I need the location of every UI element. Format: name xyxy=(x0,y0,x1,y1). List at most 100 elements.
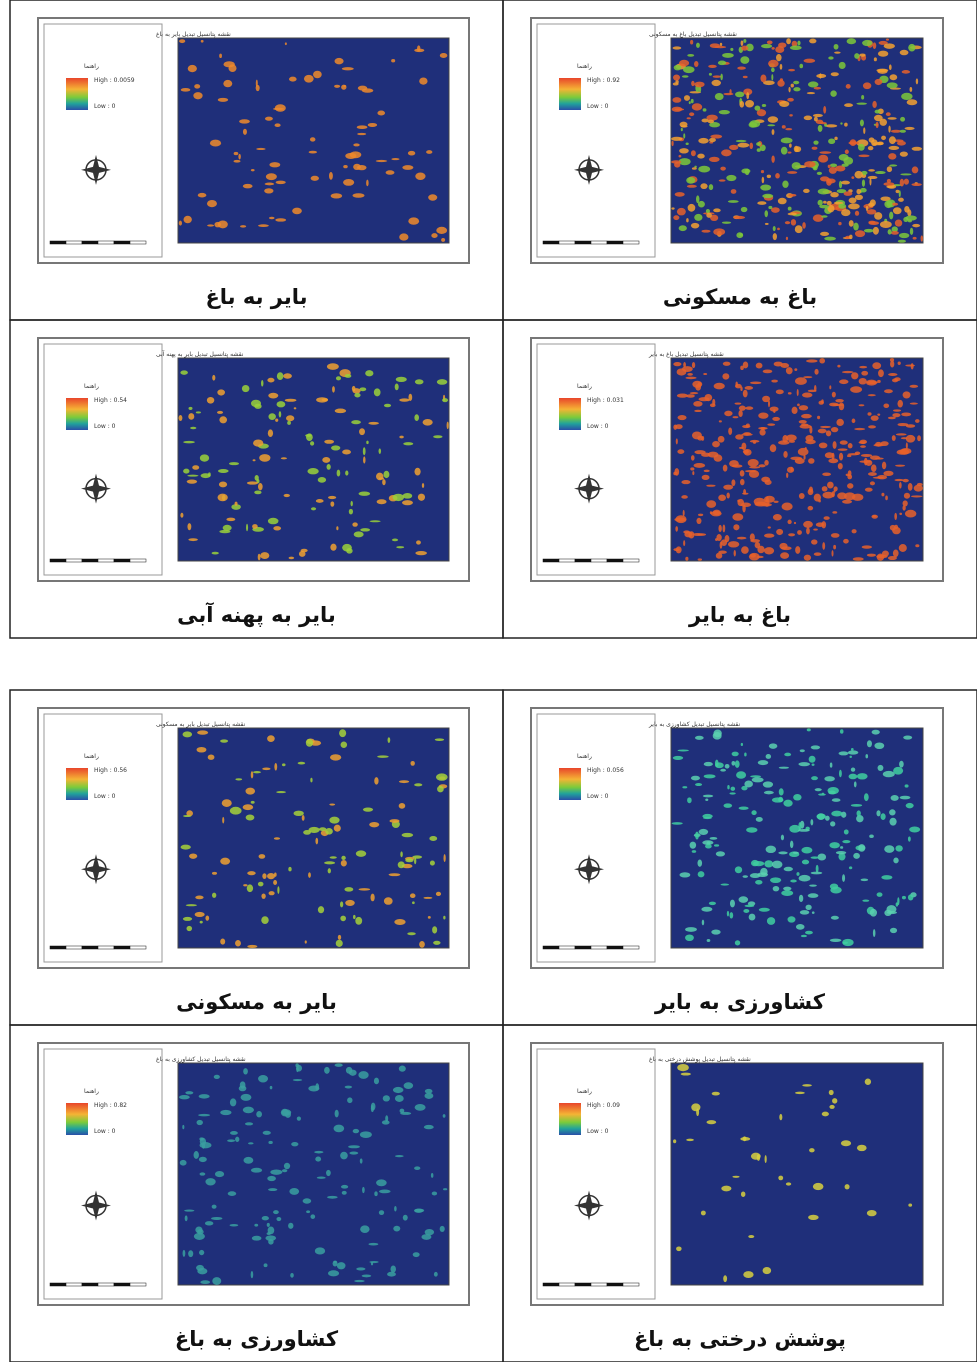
map-patch xyxy=(686,218,689,222)
map-patch xyxy=(741,40,744,46)
map-patch xyxy=(802,860,809,865)
map-patch xyxy=(719,420,722,422)
map-patch xyxy=(899,761,904,768)
legend-title: راهنما xyxy=(84,1088,99,1095)
panel-caption: بایر به باغ xyxy=(205,285,307,309)
map-patch xyxy=(189,853,197,858)
map-patch xyxy=(782,180,788,187)
map-patch xyxy=(856,815,863,822)
map-patch xyxy=(329,817,339,824)
map-patch xyxy=(273,880,277,885)
map-patch xyxy=(787,171,797,174)
map-patch xyxy=(854,171,862,179)
map-patch xyxy=(709,73,712,76)
map-raster xyxy=(178,358,449,561)
map-patch xyxy=(708,120,714,124)
map-patch xyxy=(188,65,197,72)
map-patch xyxy=(735,940,740,945)
map-patch xyxy=(849,756,852,758)
map-patch xyxy=(330,501,334,506)
map-patch xyxy=(251,1168,262,1173)
map-patch xyxy=(399,233,408,240)
map-patch xyxy=(792,407,798,414)
map-patch xyxy=(672,822,683,825)
map-patch xyxy=(887,82,898,88)
map-patch xyxy=(265,183,275,186)
map-patch xyxy=(394,919,405,925)
legend-ramp xyxy=(66,78,88,110)
map-patch xyxy=(798,829,810,832)
map-patch xyxy=(436,227,447,234)
map-patch xyxy=(736,232,743,238)
map-patch xyxy=(413,1252,420,1257)
map-patch xyxy=(310,778,312,783)
map-patch xyxy=(788,151,792,153)
map-patch xyxy=(872,142,883,145)
map-patch xyxy=(772,417,780,421)
map-patch xyxy=(399,803,406,809)
map-patch xyxy=(275,418,278,421)
map-patch xyxy=(415,551,427,555)
map-patch xyxy=(732,416,738,418)
map-patch xyxy=(273,1210,279,1214)
map-patch xyxy=(359,428,365,435)
map-patch xyxy=(709,157,720,162)
map-patch xyxy=(306,739,313,747)
map-patch xyxy=(878,51,888,57)
scale-bar xyxy=(543,1283,559,1286)
map-patch xyxy=(889,146,900,150)
map-patch xyxy=(749,553,760,561)
map-patch xyxy=(402,165,413,170)
map-patch xyxy=(694,61,698,67)
map-patch xyxy=(895,465,905,467)
map-patch xyxy=(705,798,708,801)
map-patch xyxy=(856,103,867,105)
map-patch xyxy=(788,213,797,216)
map-patch xyxy=(772,797,784,802)
map-patch xyxy=(883,403,889,407)
map-patch xyxy=(359,888,371,891)
map-patch xyxy=(673,74,680,80)
map-patch xyxy=(791,84,794,88)
map-patch xyxy=(366,180,369,187)
map-patch xyxy=(851,748,854,751)
scale-bar xyxy=(114,241,130,244)
map-patch xyxy=(881,136,886,140)
map-patch xyxy=(844,191,853,196)
map-patch xyxy=(353,915,356,919)
map-patch xyxy=(887,166,892,172)
map-patch xyxy=(246,814,255,820)
map-patch xyxy=(726,493,729,499)
map-patch xyxy=(799,895,803,902)
map-patch xyxy=(762,194,773,198)
map-patch xyxy=(800,910,809,915)
map-patch xyxy=(704,762,713,766)
map-patch xyxy=(761,44,772,48)
scale-bar xyxy=(543,946,559,949)
map-patch xyxy=(255,475,259,481)
scale-bar xyxy=(607,559,623,562)
map-patch xyxy=(326,1170,331,1176)
map-patch xyxy=(881,813,886,820)
map-patch xyxy=(366,441,368,445)
map-patch xyxy=(414,1209,424,1213)
map-patch xyxy=(212,1277,221,1285)
map-patch xyxy=(872,101,876,108)
map-patch xyxy=(904,206,909,213)
map-patch xyxy=(812,147,818,150)
map-patch xyxy=(779,101,789,107)
map-patch xyxy=(767,423,775,425)
panel-caption: بایر به مسکونی xyxy=(176,990,337,1014)
map-patch xyxy=(709,184,713,190)
map-patch xyxy=(859,440,866,444)
map-patch xyxy=(299,551,306,557)
map-patch xyxy=(443,1188,447,1190)
map-patch xyxy=(179,415,183,421)
map-patch xyxy=(685,557,688,561)
map-patch xyxy=(344,887,353,892)
map-patch xyxy=(741,433,753,436)
scale-bar xyxy=(130,559,146,562)
map-patch xyxy=(318,906,324,913)
map-patch xyxy=(739,447,744,449)
scale-bar xyxy=(591,241,607,244)
